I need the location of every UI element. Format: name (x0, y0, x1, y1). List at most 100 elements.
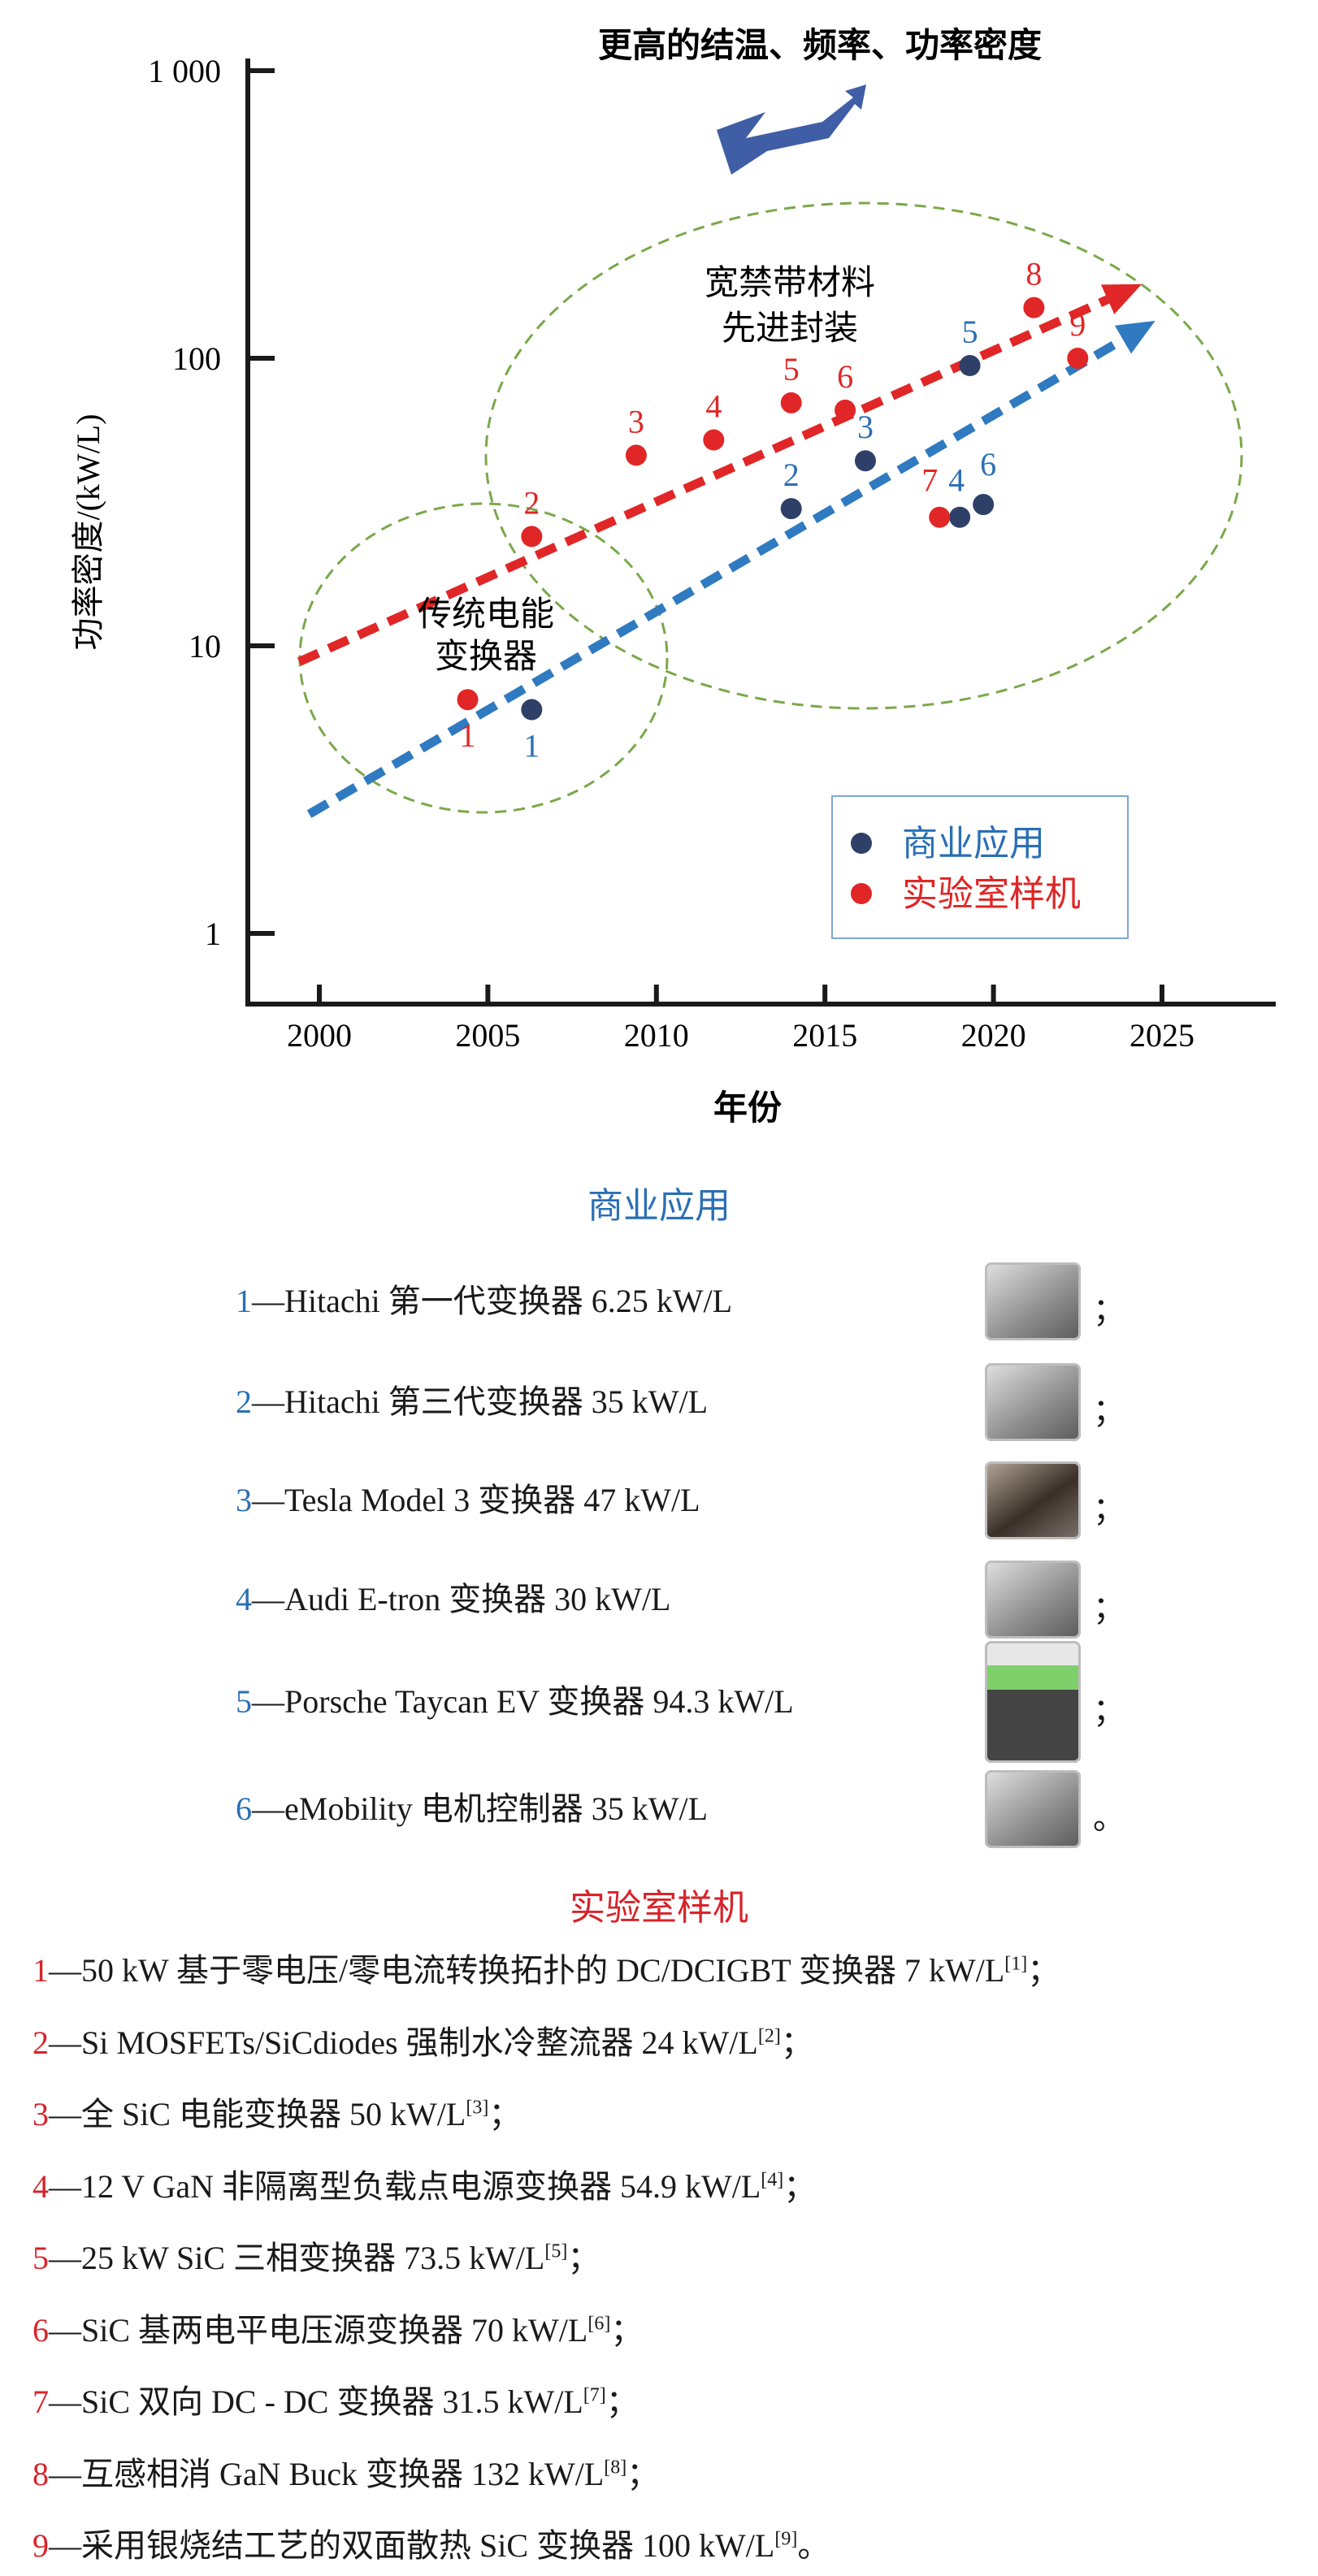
product-image (985, 1641, 1081, 1763)
lab-item: 6—SiC 基两电平电压源变换器 70 kW/L[6]； (33, 2311, 643, 2350)
item-text: —Hitachi 第一代变换器 6.25 kW/L (252, 1283, 733, 1319)
item-text: —互感相消 GaN Buck 变换器 132 kW/L (49, 2455, 605, 2492)
citation[interactable]: [3] (466, 2097, 489, 2119)
annotation-wbg-2: 先进封装 (722, 310, 858, 348)
item-punctuation: ； (567, 2240, 600, 2276)
axes: 1 10 100 1 000 2000 2005 2010 2015 2020 2025 (148, 53, 1276, 1054)
data-point (1023, 297, 1045, 318)
citation[interactable]: [4] (761, 2169, 784, 2191)
item-punctuation: ； (780, 2024, 813, 2061)
citation[interactable]: [7] (583, 2384, 606, 2406)
annotation-traditional-2: 变换器 (435, 638, 537, 676)
lab-item: 3—全 SiC 电能变换器 50 kW/L[3]； (33, 2095, 521, 2134)
item-number: 2 (33, 2024, 49, 2061)
legend-marker-lab (851, 883, 872, 904)
citation[interactable]: [6] (587, 2313, 611, 2335)
citation[interactable]: [2] (757, 2025, 781, 2047)
data-point-label: 3 (857, 409, 874, 445)
item-number: 6 (33, 2311, 49, 2349)
lab-item: 2—Si MOSFETs/SiCdiodes 强制水冷整流器 24 kW/L[2… (33, 2024, 813, 2063)
trend-arrowhead-icon (1114, 320, 1155, 354)
y-axis-label: 功率密度/(kW/L) (70, 413, 106, 650)
citation[interactable]: [5] (544, 2240, 568, 2262)
item-punctuation: ； (783, 2167, 817, 2205)
ellipse-wide-bandgap (484, 201, 1243, 710)
data-point-label: 8 (1025, 256, 1042, 292)
item-punctuation: 。 (1093, 1799, 1125, 1836)
lab-item: 8—互感相消 GaN Buck 变换器 132 kW/L[8]； (33, 2455, 659, 2494)
item-punctuation: ； (1027, 1952, 1060, 1989)
lab-item: 9—采用银烧结工艺的双面散热 SiC 变换器 100 kW/L[9]。 (33, 2526, 830, 2565)
commercial-section-title: 商业应用 (587, 1186, 731, 1226)
data-point (703, 429, 725, 451)
item-punctuation: ； (1093, 1590, 1125, 1626)
citation[interactable]: [9] (774, 2528, 798, 2550)
x-tick-label: 2020 (961, 1017, 1026, 1054)
commercial-item: 2—Hitachi 第三代变换器 35 kW/L (236, 1383, 708, 1422)
item-punctuation: ； (626, 2455, 660, 2492)
data-point (1067, 348, 1089, 369)
x-tick-label: 2015 (792, 1017, 857, 1054)
item-number: 4 (236, 1581, 252, 1617)
lab-item: 4—12 V GaN 非隔离型负载点电源变换器 54.9 kW/L[4]； (33, 2167, 816, 2206)
data-point-label: 1 (460, 717, 476, 754)
data-point (835, 399, 856, 421)
annotation-traditional-1: 传统电能 (418, 596, 554, 634)
commercial-item: 5—Porsche Taycan EV 变换器 94.3 kW/L (236, 1682, 794, 1721)
y-tick-label: 100 (172, 340, 221, 377)
item-text: —eMobility 电机控制器 35 kW/L (252, 1790, 709, 1827)
product-image (985, 1461, 1081, 1539)
item-number: 3 (236, 1482, 252, 1518)
item-number: 8 (33, 2455, 49, 2492)
legend-marker-commercial (851, 833, 872, 854)
x-tick-label: 2010 (624, 1017, 689, 1054)
data-point-label: 1 (523, 728, 540, 764)
item-text: —Tesla Model 3 变换器 47 kW/L (252, 1482, 700, 1518)
y-tick-label: 1 000 (148, 53, 221, 89)
item-punctuation: ； (1093, 1392, 1125, 1429)
data-point (973, 494, 995, 516)
item-punctuation: ； (610, 2311, 644, 2349)
annotation-wbg-1: 宽禁带材料 (705, 264, 875, 302)
trend-lines (297, 284, 1155, 818)
data-point (780, 392, 802, 413)
citation[interactable]: [1] (1004, 1953, 1028, 1975)
data-points: 1 2 3 4 5 6 1 2 3 4 5 6 7 89 (457, 256, 1089, 764)
y-tick-label: 1 (205, 916, 221, 952)
lab-section-title: 实验室样机 (570, 1888, 748, 1928)
item-text: —SiC 双向 DC - DC 变换器 31.5 kW/L (49, 2383, 583, 2420)
item-text: —全 SiC 电能变换器 50 kW/L (49, 2096, 466, 2132)
item-text: —12 V GaN 非隔离型负载点电源变换器 54.9 kW/L (49, 2167, 761, 2205)
item-number: 7 (33, 2383, 49, 2420)
item-text: —SiC 基两电平电压源变换器 70 kW/L (49, 2311, 588, 2349)
item-number: 3 (33, 2096, 49, 2132)
data-point-label: 4 (948, 462, 965, 499)
data-point (949, 506, 971, 528)
item-number: 1 (33, 1952, 49, 1989)
trend-line (306, 336, 1125, 818)
legend-label-lab: 实验室样机 (902, 874, 1081, 914)
citation[interactable]: [8] (604, 2457, 627, 2479)
data-point-label: 9 (1069, 306, 1086, 343)
legend-box (831, 795, 1129, 939)
power-density-chart: 1 10 100 1 000 2000 2005 2010 2015 2020 2025 1 2 3 4… (70, 27, 1276, 1128)
lab-item: 7—SiC 双向 DC - DC 变换器 31.5 kW/L[7]； (33, 2383, 639, 2422)
item-number: 5 (236, 1683, 252, 1720)
item-text: —Porsche Taycan EV 变换器 94.3 kW/L (252, 1683, 794, 1720)
item-number: 9 (33, 2527, 49, 2564)
item-text: —采用银烧结工艺的双面散热 SiC 变换器 100 kW/L (49, 2527, 775, 2564)
product-image (985, 1363, 1081, 1441)
item-text: —25 kW SiC 三相变换器 73.5 kW/L (49, 2240, 545, 2276)
item-number: 6 (236, 1790, 252, 1827)
item-punctuation: ； (605, 2383, 639, 2420)
legend-label-commercial: 商业应用 (902, 824, 1045, 864)
y-tick-label: 10 (189, 628, 221, 665)
commercial-item: 4—Audi E-tron 变换器 30 kW/L (236, 1580, 671, 1619)
data-point (854, 450, 876, 472)
item-punctuation: ； (488, 2096, 522, 2132)
item-number: 2 (236, 1383, 252, 1420)
data-point (457, 689, 479, 711)
product-image (985, 1770, 1081, 1848)
item-punctuation: ； (1093, 1292, 1125, 1328)
data-point-label: 2 (523, 484, 540, 521)
